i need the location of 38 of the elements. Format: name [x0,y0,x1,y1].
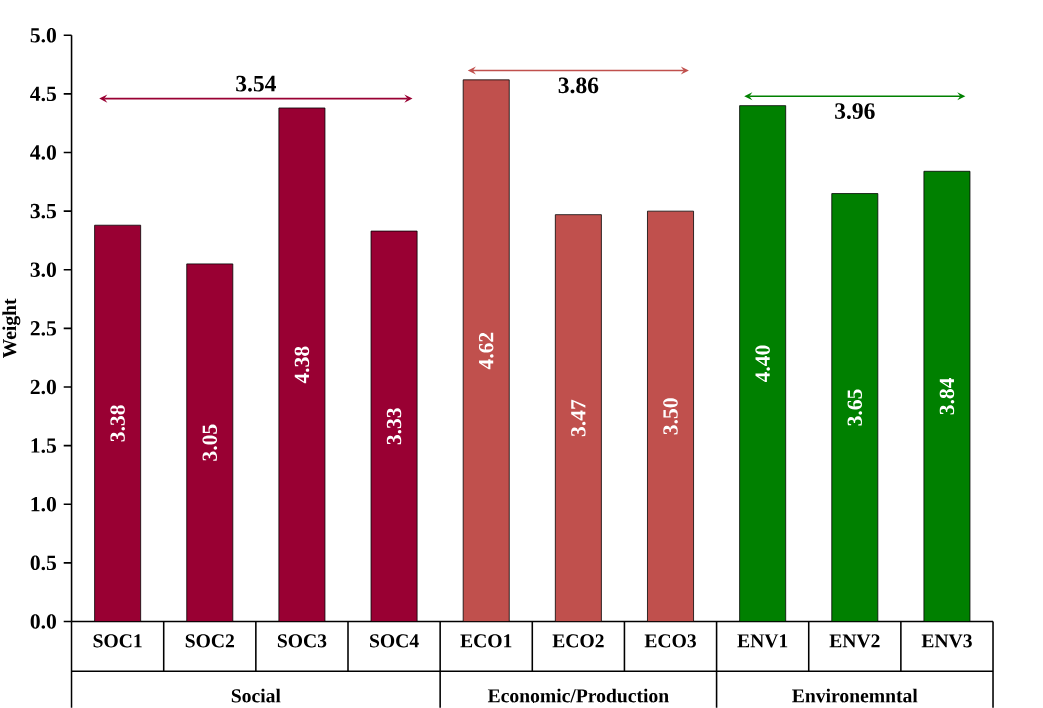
data-label: 3.33 [386,408,402,445]
y-tick-label: 0.5 [30,555,56,571]
x-tick-label: ENV3 [921,634,972,648]
x-tick-label: ENV2 [829,634,880,648]
data-label: 3.38 [110,405,125,442]
x-tick-label: ECO1 [460,634,512,648]
data-label: 4.62 [478,332,494,370]
y-tick-label: 1.0 [31,497,56,512]
y-tick-label: 0.0 [30,614,56,629]
x-tick-label: SOC1 [93,634,142,648]
x-tick-label: ENV1 [737,634,788,648]
x-tick-label: SOC3 [277,634,327,648]
y-tick-label: 3.0 [30,262,56,278]
y-axis-title: Weight [2,298,21,359]
y-tick-label: 2.0 [30,379,56,395]
annotation: 3.54 [236,75,276,92]
data-label: 3.50 [663,398,678,435]
data-label: 3.47 [571,399,586,437]
y-tick-label: 4.5 [30,86,56,102]
annotation: 3.86 [558,77,599,94]
text: Social [231,688,281,703]
data-label: 3.65 [847,389,863,426]
data-label: 4.38 [294,346,310,384]
y-tick-label: 1.5 [31,438,56,454]
data-label: 3.05 [202,424,218,461]
text: Environemntal [792,688,918,703]
x-tick-label: SOC4 [370,634,419,648]
y-tick-label: 2.5 [30,321,56,336]
y-tick-label: 5.0 [30,28,56,43]
y-tick-label: 3.5 [30,203,56,219]
annotation: 3.96 [835,103,875,120]
x-tick-label: SOC2 [185,634,235,648]
data-label: 4.40 [755,345,770,383]
x-tick-label: ECO2 [552,634,604,648]
y-tick-label: 4.0 [30,145,56,160]
x-tick-label: ECO3 [644,634,696,648]
text: Economic/Production [487,688,669,703]
data-label: 3.84 [939,378,955,415]
